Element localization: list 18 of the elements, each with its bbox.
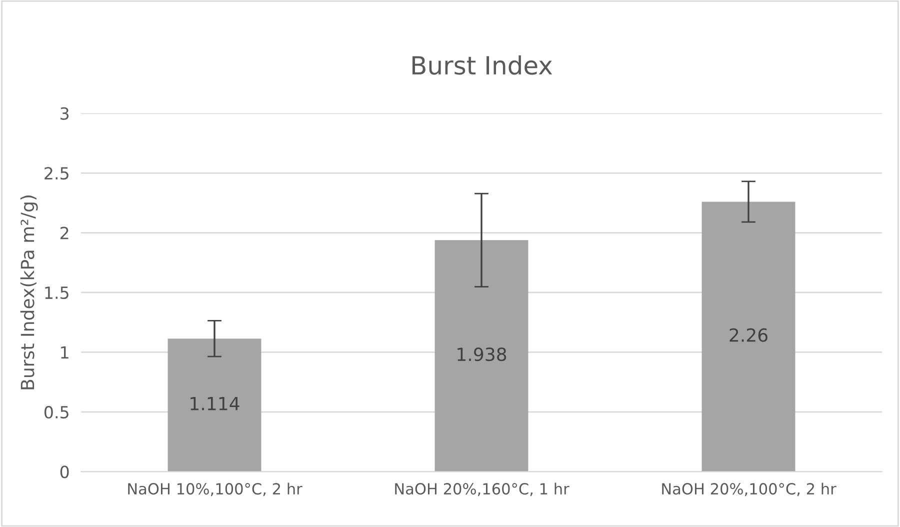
x-tick-label: NaOH 20%,100°C, 2 hr	[662, 482, 836, 496]
y-tick-label: 1	[61, 346, 68, 359]
y-tick-label: 0	[60, 466, 69, 478]
x-tick-label: NaOH 10%,100°C, 2 hr	[128, 482, 302, 496]
data-label: 1.114	[190, 396, 240, 410]
bar	[702, 202, 796, 472]
y-tick-label: 1.5	[45, 286, 68, 300]
y-tick-label: 3	[60, 107, 69, 120]
bar	[434, 240, 528, 472]
data-label: 2.26	[730, 328, 768, 342]
data-label: 1.938	[458, 347, 506, 362]
bar	[168, 338, 262, 472]
y-tick-label: 2	[60, 226, 68, 240]
x-tick-label: NaOH 20%,160°C, 1 hr	[395, 482, 570, 496]
chart-title: Burst Index	[412, 55, 552, 75]
y-tick-label: 2.5	[44, 166, 68, 180]
y-axis-title: Burst Index(kPa m²/g)	[20, 196, 38, 390]
y-tick-label: 0.5	[44, 406, 68, 419]
